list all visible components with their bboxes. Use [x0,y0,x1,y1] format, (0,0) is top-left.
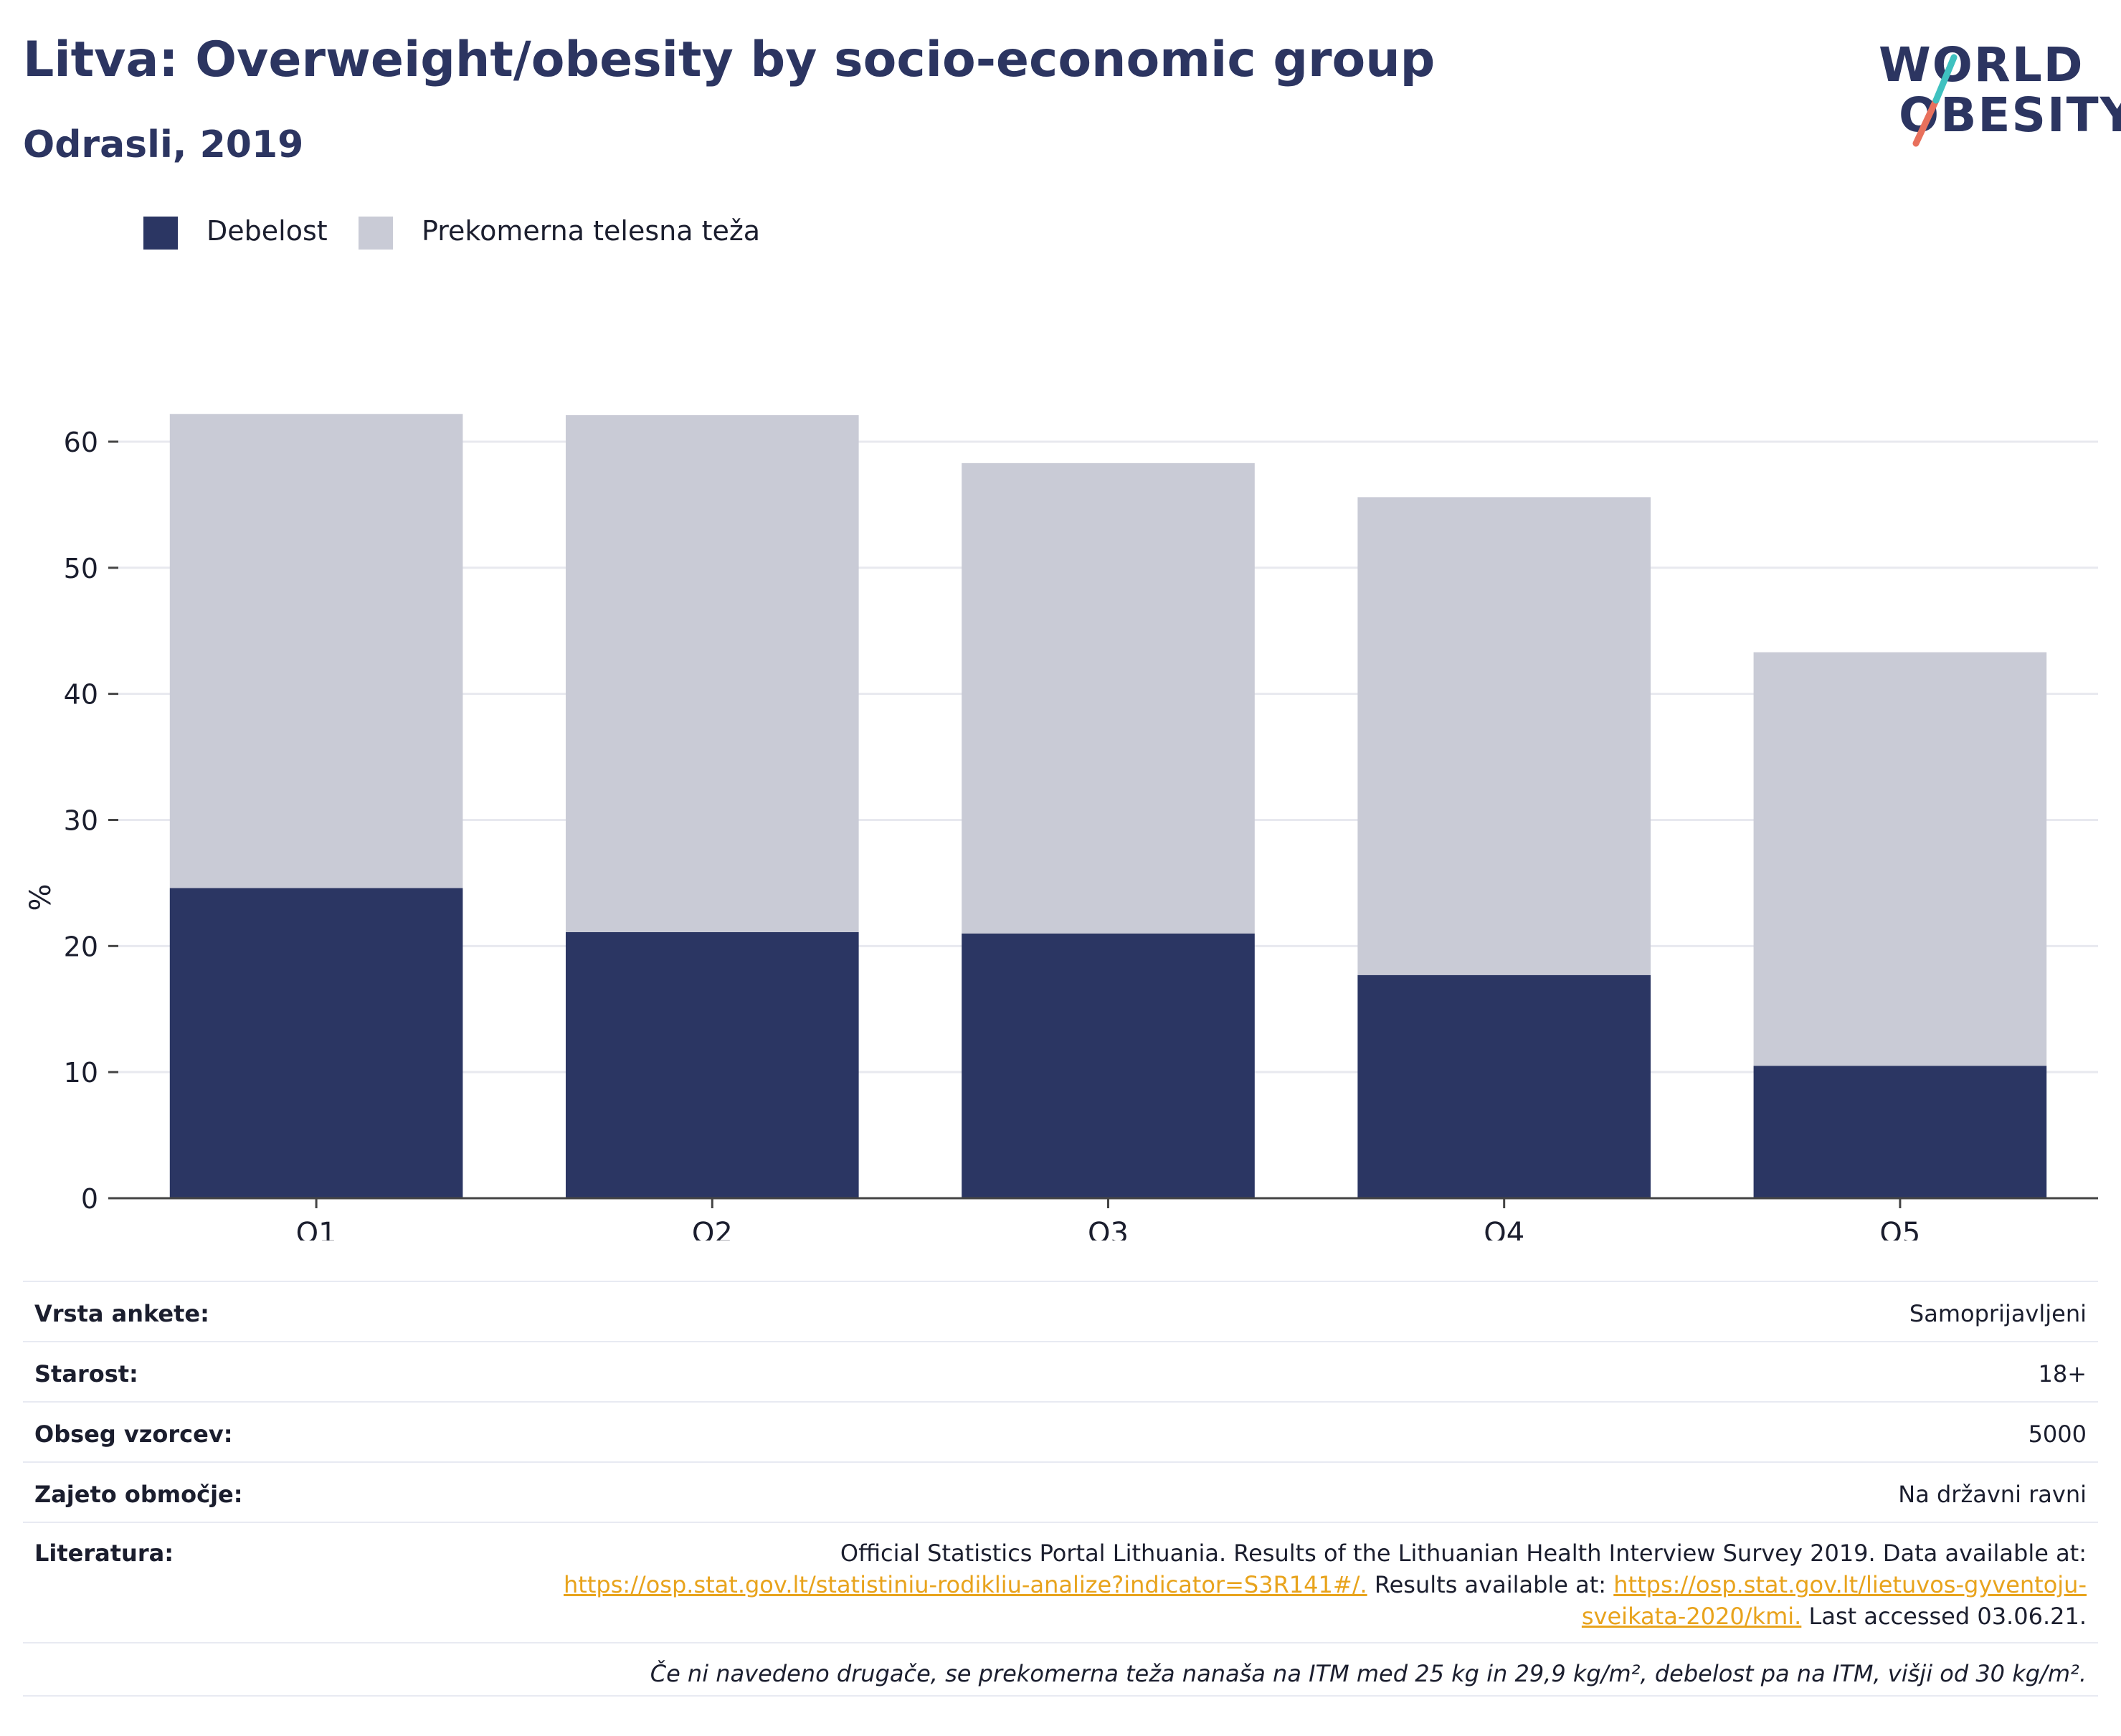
y-tick-label: 40 [64,679,98,711]
x-tick-label: Q3 [1088,1217,1129,1241]
y-tick-label: 20 [64,931,98,962]
definition-note: Če ni navedeno drugače, se prekomerna te… [650,1660,2087,1687]
x-tick-label: Q4 [1484,1217,1524,1241]
info-row-references: Literatura: Official Statistics Portal L… [23,1522,2098,1642]
info-label: Zajeto območje: [34,1481,243,1508]
x-tick-label: Q2 [692,1217,733,1241]
logo-line-world: WORLD [1879,37,2084,93]
bar-overweight [169,414,463,888]
world-obesity-logo: WORLD OBESITY [1864,29,2121,158]
info-label: Literatura: [34,1540,174,1567]
x-tick-label: Q1 [296,1217,337,1241]
info-value: Na državni ravni [1898,1481,2087,1508]
info-label: Obseg vzorcev: [34,1420,233,1448]
info-label: Starost: [34,1360,138,1388]
legend-swatch-obesity [143,217,178,250]
reference-link-2[interactable]: https://osp.stat.gov.lt/lietuvos-gyvento… [1613,1571,2087,1598]
info-row-age: Starost: 18+ [23,1341,2098,1401]
reference-link-1[interactable]: https://osp.stat.gov.lt/statistiniu-rodi… [564,1571,1367,1598]
reference-text-3: Last accessed 03.06.21. [1801,1603,2087,1630]
bar-overweight [1753,652,2047,1066]
y-tick-label: 50 [64,553,98,584]
bar-overweight [565,415,859,932]
info-row-survey-type: Vrsta ankete: Samoprijavljeni [23,1281,2098,1341]
reference-line-1: Official Statistics Portal Lithuania. Re… [840,1540,2087,1567]
chart-title: Litva: Overweight/obesity by socio-econo… [23,32,1436,88]
y-tick-label: 10 [64,1057,98,1088]
info-label: Vrsta ankete: [34,1300,209,1327]
info-row-area: Zajeto območje: Na državni ravni [23,1461,2098,1522]
bar-obesity [1753,1066,2047,1198]
reference-text-2: Results available at: [1367,1571,1614,1598]
bar-obesity [565,931,859,1198]
bar-overweight [1357,497,1651,975]
metadata-table: Vrsta ankete: Samoprijavljeni Starost: 1… [23,1281,2098,1702]
legend-swatch-overweight [359,217,393,250]
bottom-divider [23,1695,2098,1697]
logo-slash-icon [1912,54,1958,147]
y-axis-title: % [24,883,57,911]
chart-subtitle: Odrasli, 2019 [23,123,304,166]
x-tick-label: Q5 [1879,1217,1920,1241]
y-tick-label: 60 [64,427,98,458]
bar-obesity [169,888,463,1198]
info-row-sample-size: Obseg vzorcev: 5000 [23,1401,2098,1461]
legend-label-obesity: Debelost [207,215,328,247]
bar-obesity [1357,974,1651,1198]
info-value: 5000 [2028,1420,2087,1448]
info-value: Samoprijavljeni [1909,1300,2087,1327]
legend-label-overweight: Prekomerna telesna teža [422,215,761,247]
bar-overweight [962,463,1255,934]
stacked-bar-chart: 0 10 20 30 40 50 60% Q1 Q2 Q3 Q4 Q5 [24,414,2098,1241]
y-tick-label: 30 [64,805,98,836]
y-tick-label: 0 [81,1183,98,1215]
info-value: 18+ [2038,1360,2087,1388]
info-row-note: Če ni navedeno drugače, se prekomerna te… [23,1642,2098,1702]
reference-link-2-cont[interactable]: sveikata-2020/kmi. [1581,1603,1802,1630]
bar-obesity [962,933,1255,1198]
references-text: Official Statistics Portal Lithuania. Re… [366,1537,2087,1632]
